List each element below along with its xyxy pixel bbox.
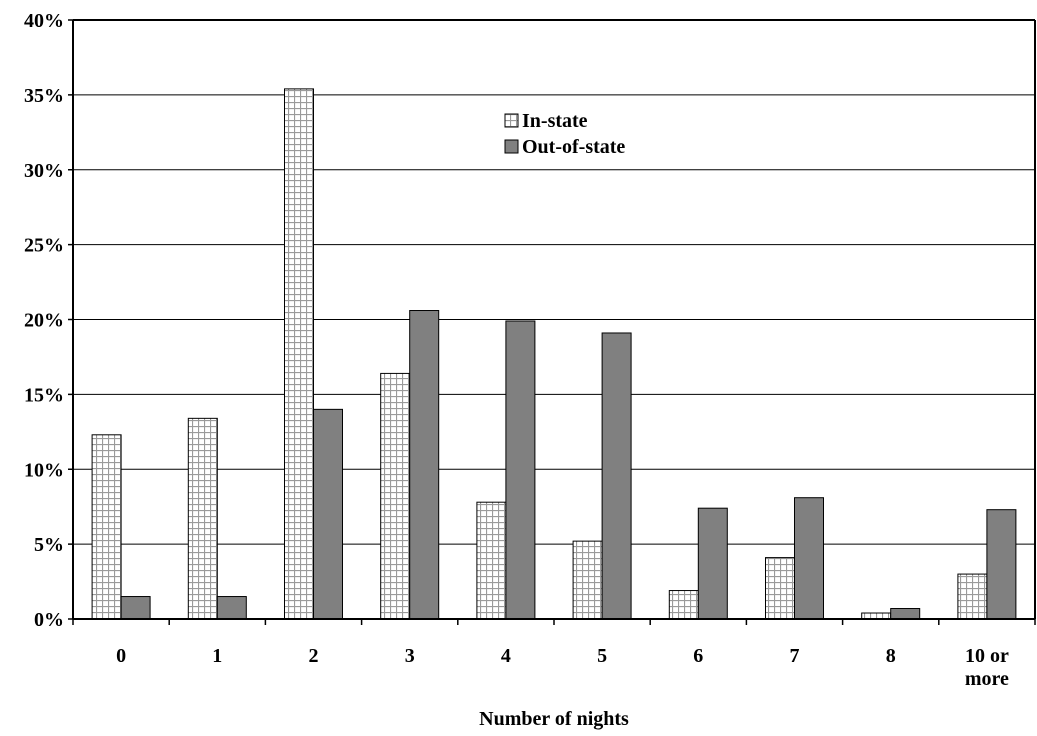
x-tick-label: 3: [405, 645, 415, 667]
bar-out-of-state: [794, 497, 824, 620]
gridlines: [73, 19, 1035, 545]
y-tick-label: 15%: [24, 384, 64, 406]
bar-in-state: [957, 573, 988, 620]
x-tick-label: 0: [116, 645, 126, 667]
axes: [68, 19, 1036, 625]
bar-out-of-state: [120, 596, 151, 620]
bar-out-of-state: [697, 507, 728, 620]
x-tick-label: 4: [501, 645, 511, 667]
y-tick-label: 5%: [34, 534, 64, 556]
x-tick-label: 10 or more: [965, 645, 1009, 690]
x-tick-label: 7: [790, 645, 800, 667]
x-tick-label: 6: [693, 645, 703, 667]
bars: [91, 88, 1017, 620]
x-tick-labels: 0 1 2 3 4 5 6 7 8 10 or more: [116, 645, 1009, 690]
bar-in-state: [572, 540, 603, 620]
legend-label-in-state: In-state: [522, 110, 588, 132]
bar-in-state: [91, 434, 122, 620]
legend-swatch-in-state: [504, 113, 519, 128]
bar-out-of-state: [216, 596, 247, 620]
legend: In-state Out-of-state: [504, 110, 625, 158]
legend-swatch-out-of-state: [504, 139, 519, 154]
bar-out-of-state: [986, 509, 1017, 620]
bar-out-of-state: [505, 320, 536, 620]
bar-in-state: [187, 417, 218, 620]
y-tick-labels: 0% 5% 10% 15% 20% 25% 30% 35% 40%: [24, 10, 64, 631]
y-tick-label: 25%: [24, 235, 64, 257]
y-tick-label: 0%: [34, 609, 64, 631]
x-tick-label: 1: [212, 645, 222, 667]
x-tick-label: 5: [597, 645, 607, 667]
bar-in-state: [380, 372, 411, 620]
x-axis-title: Number of nights: [479, 708, 629, 730]
legend-label-out-of-state: Out-of-state: [522, 136, 625, 158]
y-tick-label: 35%: [24, 85, 64, 107]
y-tick-label: 40%: [24, 10, 64, 32]
bar-in-state: [765, 557, 795, 620]
x-tick-label: 8: [886, 645, 896, 667]
bar-out-of-state: [313, 408, 343, 620]
y-tick-label: 30%: [24, 160, 64, 182]
bar-in-state: [476, 501, 507, 620]
bar-out-of-state: [409, 310, 440, 620]
x-tick-label: 2: [309, 645, 319, 667]
bar-out-of-state: [890, 608, 921, 620]
bar-in-state: [668, 590, 699, 620]
y-tick-label: 20%: [24, 310, 64, 332]
bar-out-of-state: [601, 332, 632, 620]
y-tick-label: 10%: [24, 459, 64, 481]
bar-in-state: [284, 88, 314, 620]
